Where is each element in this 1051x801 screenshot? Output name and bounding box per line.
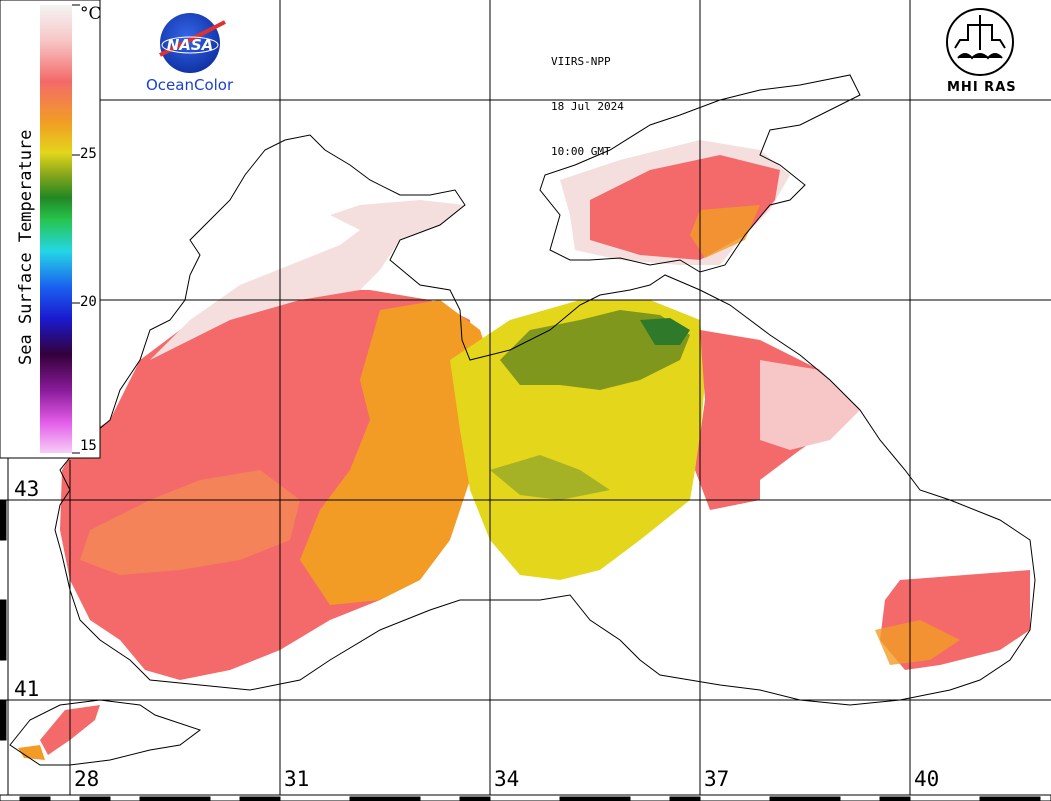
lat-label-43: 43 [14, 477, 40, 501]
sst-east-pale [760, 360, 860, 450]
sst-green-streak [490, 455, 610, 500]
sst-west-orange-streak [80, 470, 300, 575]
azov-coastline [539, 74, 861, 273]
sst-southeast-orange [875, 620, 960, 665]
nasa-logo: NASA [159, 13, 226, 73]
colorbar-ramp [40, 5, 72, 453]
sst-nw-shelf-pale [150, 200, 465, 360]
lon-label-40: 40 [914, 767, 940, 791]
colorbar-unit: °C [80, 4, 102, 24]
svg-text:NASA: NASA [167, 36, 214, 54]
colorbar-title: Sea Surface Temperature [16, 129, 36, 365]
image-info: VIIRS-NPP 18 Jul 2024 10:00 GMT [551, 24, 624, 189]
bottom-scale [0, 794, 1051, 801]
lon-label-37: 37 [704, 767, 730, 791]
colorbar-tick-15: 15 [80, 438, 97, 454]
sst-dark-green-core [640, 318, 690, 345]
lon-label-28: 28 [74, 767, 100, 791]
colorbar-tick-25: 25 [80, 146, 97, 162]
colorbar-ticks [72, 4, 80, 454]
sst-marmara-orange [18, 745, 45, 760]
sst-green-patch [500, 310, 690, 390]
sensor-label: VIIRS-NPP [551, 55, 611, 68]
mhi-logo [946, 8, 1014, 76]
mhi-ras-label: MHI RAS [947, 80, 1017, 95]
lon-label-31: 31 [284, 767, 310, 791]
date-label: 18 Jul 2024 [551, 100, 624, 113]
coastline [54, 134, 1036, 706]
sst-azov-orange [690, 205, 760, 258]
colorbar-tick-20: 20 [80, 294, 97, 310]
oceancolor-label: OceanColor [146, 76, 234, 94]
lon-label-34: 34 [494, 767, 520, 791]
sst-central-orange [300, 300, 490, 605]
lat-label-41: 41 [14, 677, 40, 701]
time-label: 10:00 GMT [551, 145, 611, 158]
